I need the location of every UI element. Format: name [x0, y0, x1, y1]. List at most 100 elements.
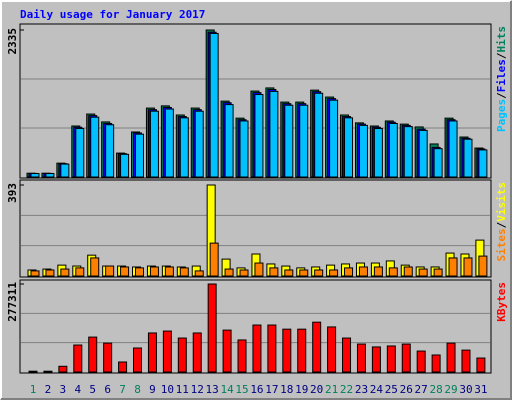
- bar: [463, 138, 473, 178]
- bar: [75, 128, 85, 178]
- legend: KBytes: [495, 282, 508, 322]
- bar: [90, 116, 100, 178]
- legend-entry: Visits: [495, 182, 508, 222]
- bar: [386, 345, 396, 373]
- bar: [237, 339, 247, 373]
- x-tick-label: 18: [280, 383, 293, 396]
- x-tick-label: 8: [134, 383, 141, 396]
- bar: [30, 270, 40, 277]
- bar: [209, 242, 219, 277]
- bar: [299, 269, 309, 277]
- bar: [358, 124, 368, 178]
- bar: [177, 337, 187, 373]
- bar: [239, 269, 249, 277]
- bar: [297, 328, 307, 373]
- bar: [209, 32, 219, 178]
- y-tick-label: 393: [6, 183, 19, 203]
- bar: [135, 133, 145, 178]
- bar: [43, 370, 53, 373]
- bar: [60, 163, 70, 178]
- bar: [207, 283, 217, 373]
- chart-title: Daily usage for January 2017: [20, 8, 205, 21]
- x-tick-label: 3: [60, 383, 67, 396]
- bar: [356, 343, 366, 373]
- x-tick-label: 24: [370, 383, 384, 396]
- bar: [224, 268, 234, 277]
- bar: [282, 328, 292, 373]
- bar: [90, 257, 100, 277]
- bar: [75, 267, 85, 277]
- bar: [416, 350, 426, 373]
- bar: [446, 342, 456, 373]
- legend-entry: Files: [495, 59, 508, 92]
- bar: [373, 128, 383, 178]
- x-tick-label: 26: [400, 383, 413, 396]
- x-tick-label: 28: [429, 383, 442, 396]
- bar: [164, 266, 174, 277]
- bar: [254, 262, 264, 277]
- legend-separator: /: [495, 221, 508, 228]
- bar: [461, 349, 471, 373]
- bar: [433, 148, 443, 178]
- bar: [239, 120, 249, 178]
- bar: [314, 92, 324, 178]
- legend-entry: Pages: [495, 99, 508, 132]
- x-tick-label: 20: [310, 383, 323, 396]
- x-tick-label: 2: [45, 383, 52, 396]
- x-tick-label: 12: [191, 383, 204, 396]
- legend: Sites/Visits: [495, 182, 508, 262]
- bar: [312, 321, 322, 373]
- bar: [60, 268, 70, 277]
- bar: [118, 361, 128, 373]
- bar: [105, 124, 115, 178]
- bar: [284, 104, 294, 178]
- bar: [329, 99, 339, 178]
- bar: [431, 354, 441, 373]
- legend-separator: /: [495, 52, 508, 59]
- x-tick-label: 16: [250, 383, 263, 396]
- bar: [342, 337, 352, 373]
- bar: [164, 108, 174, 178]
- bar: [358, 266, 368, 277]
- bar: [299, 104, 309, 178]
- legend-separator: /: [495, 92, 508, 99]
- legend-entry: KBytes: [495, 282, 508, 322]
- bar: [120, 266, 130, 277]
- y-tick-label: 277311: [6, 282, 19, 322]
- x-tick-label: 7: [119, 383, 126, 396]
- x-tick-label: 29: [444, 383, 457, 396]
- bar: [133, 347, 143, 373]
- x-tick-label: 23: [355, 383, 368, 396]
- x-tick-label: 6: [104, 383, 111, 396]
- bar: [314, 269, 324, 277]
- x-tick-label: 11: [176, 383, 189, 396]
- x-tick-label: 21: [325, 383, 338, 396]
- bar: [401, 343, 411, 373]
- bar: [149, 266, 159, 277]
- legend-entry: Sites: [495, 228, 508, 261]
- x-tick-label: 22: [340, 383, 353, 396]
- bar: [344, 117, 354, 178]
- bar: [120, 153, 130, 178]
- x-tick-label: 10: [161, 383, 174, 396]
- x-tick-label: 17: [265, 383, 278, 396]
- bar: [388, 267, 398, 277]
- bar: [192, 332, 202, 373]
- x-tick-label: 14: [220, 383, 234, 396]
- bar: [105, 265, 115, 277]
- bar: [418, 129, 428, 178]
- bar: [418, 268, 428, 277]
- bar: [103, 342, 113, 373]
- bar: [135, 267, 145, 277]
- y-tick-label: 2335: [6, 28, 19, 55]
- bar: [463, 257, 473, 277]
- x-tick-label: 30: [459, 383, 472, 396]
- x-tick-label: 27: [415, 383, 428, 396]
- bar: [45, 173, 55, 178]
- bar: [179, 117, 189, 178]
- legend: Pages/Files/Hits: [495, 26, 508, 132]
- x-tick-label: 4: [74, 383, 81, 396]
- x-tick-label: 25: [385, 383, 398, 396]
